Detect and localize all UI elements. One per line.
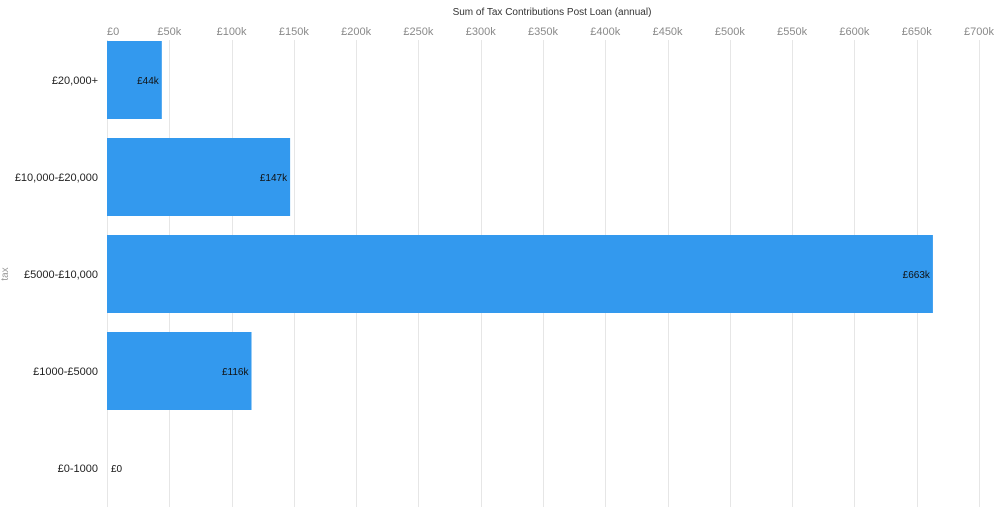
y-axis-label: tax [0,267,11,280]
x-tick-label: £500k [715,26,745,38]
value-label: £663k [903,270,931,281]
x-tick-label: £0 [107,26,119,38]
value-labels: £44k £147k £663k £116k £0 [111,76,931,475]
category-label: £0-1000 [58,463,98,475]
x-tick-label: £200k [341,26,371,38]
x-tick-label: £600k [839,26,869,38]
category-label: £10,000-£20,000 [15,172,98,184]
bar [107,332,252,410]
bar [107,41,162,119]
category-label: £5000-£10,000 [24,269,98,281]
category-labels: £20,000+ £10,000-£20,000 £5000-£10,000 £100… [15,75,98,475]
category-label: £20,000+ [52,75,98,87]
category-label: £1000-£5000 [33,366,98,378]
value-label: £0 [111,464,123,475]
value-label: £147k [260,173,288,184]
value-label: £44k [137,76,160,87]
x-tick-label: £550k [777,26,807,38]
x-tick-label: £100k [217,26,247,38]
x-tick-label: £650k [902,26,932,38]
x-tick-label: £350k [528,26,558,38]
x-tick-label: £150k [279,26,309,38]
x-tick-label: £450k [653,26,683,38]
x-tick-label: £50k [157,26,181,38]
bar [107,138,291,216]
bars [107,41,933,410]
x-axis-ticks: £0 £50k £100k £150k £200k £250k £300k £350k £400… [107,26,994,38]
chart-title: Sum of Tax Contributions Post Loan (annu… [453,7,652,18]
x-tick-label: £700k [964,26,994,38]
x-tick-label: £250k [403,26,433,38]
value-label: £116k [222,367,250,378]
x-tick-label: £400k [590,26,620,38]
x-tick-label: £300k [466,26,496,38]
bar [107,235,933,313]
